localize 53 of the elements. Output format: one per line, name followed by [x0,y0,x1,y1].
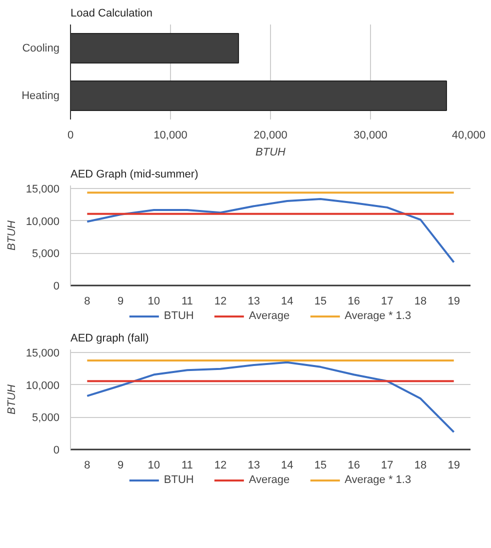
legend-label: Average [248,474,290,486]
x-tick-label: 10 [148,296,160,308]
x-axis-title: BTUH [256,146,286,158]
chart-title: AED Graph (mid-summer) [70,168,198,180]
x-tick-label: 16 [348,460,360,472]
y-tick-label: 15,000 [26,184,60,196]
x-tick-label: 18 [414,460,427,472]
x-tick-label: 9 [117,460,124,472]
y-tick-label: 15,000 [26,348,60,360]
legend-label: BTUH [164,310,194,322]
x-tick-label: 18 [414,296,427,308]
x-tick-label: 12 [214,460,227,472]
x-tick-label: 20,000 [254,130,288,142]
x-tick-label: 8 [84,460,90,472]
x-tick-label: 17 [381,460,394,472]
line-series [86,198,455,264]
line-series [86,361,455,434]
y-tick-label: 5,000 [32,412,60,424]
x-tick-label: 14 [281,296,294,308]
x-tick-label: 19 [448,296,460,308]
x-tick-label: 13 [248,296,260,308]
y-tick-label: 10,000 [26,380,60,392]
x-tick-label: 30,000 [354,130,388,142]
legend-label: BTUH [164,474,194,486]
x-tick-label: 17 [381,296,394,308]
x-tick-label: 16 [348,296,360,308]
y-tick-label: 10,000 [26,216,60,228]
x-tick-label: 10 [148,460,160,472]
y-tick-label: 0 [53,444,60,456]
x-tick-label: 9 [117,296,124,308]
legend-label: Average [248,310,290,322]
y-tick-label: 5,000 [32,248,60,260]
chart-title: Load Calculation [70,8,152,20]
legend-label: Average * 1.3 [344,474,412,486]
x-tick-label: 8 [84,296,90,308]
legend-label: Average * 1.3 [344,310,412,322]
x-tick-label: 15 [314,460,327,472]
x-tick-label: 10,000 [154,130,188,142]
x-tick-label: 12 [214,296,227,308]
x-tick-label: 11 [181,296,193,308]
y-tick-label: 0 [53,280,60,292]
x-tick-label: 15 [314,296,327,308]
y-tick-label: Heating [22,90,60,102]
x-tick-label: 14 [281,460,294,472]
x-tick-label: 0 [67,130,74,142]
y-axis-title: BTUH [6,220,18,250]
y-tick-label: Cooling [22,42,60,54]
x-tick-label: 11 [181,460,193,472]
chart-title: AED graph (fall) [70,332,149,344]
x-tick-label: 40,000 [452,130,486,142]
x-tick-label: 13 [248,460,260,472]
y-axis-title: BTUH [6,384,18,414]
x-tick-label: 19 [448,460,460,472]
